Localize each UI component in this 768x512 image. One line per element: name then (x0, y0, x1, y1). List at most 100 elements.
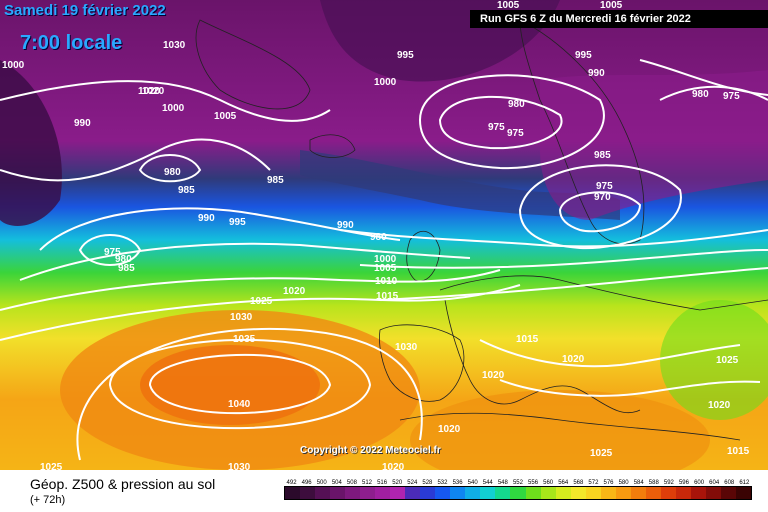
pressure-label: 1020 (482, 370, 505, 381)
legend-tick-label: 556 (528, 480, 539, 486)
pressure-label: 970 (594, 192, 611, 203)
pressure-label: 985 (267, 175, 284, 186)
pressure-label: 1020 (382, 462, 405, 470)
legend-tick-label: 540 (467, 480, 478, 486)
pressure-label: 1000 (2, 60, 25, 71)
legend-tick-label: 608 (724, 480, 735, 486)
legend-tick-label: 512 (362, 480, 373, 486)
legend-tick-label: 528 (422, 480, 433, 486)
pressure-label: 1000 (162, 103, 185, 114)
pressure-label: 1015 (727, 446, 750, 457)
pressure-label: 1020 (708, 400, 731, 411)
isobar (19, 242, 471, 281)
legend-color-cell (300, 487, 316, 499)
legend-tick-label: 508 (346, 480, 357, 486)
legend-color-cell (585, 487, 601, 499)
pressure-label: 1035 (233, 334, 256, 345)
isobar (438, 95, 563, 150)
legend-color-cell (645, 487, 661, 499)
pressure-label: 980 (164, 167, 181, 178)
isobar (339, 229, 768, 248)
legend-color-cell (615, 487, 631, 499)
legend-color-cell (675, 487, 691, 499)
coastline-uk (406, 230, 441, 282)
legend-tick-label: 500 (316, 480, 327, 486)
pressure-label: 985 (594, 150, 611, 161)
legend-color-cell (450, 487, 466, 499)
pressure-label: 975 (723, 91, 740, 102)
isobar (418, 74, 605, 170)
copyright: Copyright © 2022 Meteociel.fr (300, 445, 441, 456)
legend-tick-label: 552 (512, 480, 523, 486)
legend-color-cell (375, 487, 391, 499)
isobar (558, 191, 642, 233)
legend-color-cell (570, 487, 586, 499)
legend-color-cell (705, 487, 721, 499)
pressure-map: 1030 1000 1020 1000 995 995 1005 990 100… (0, 0, 768, 470)
parameter-label: Géop. Z500 & pression au sol (30, 476, 216, 492)
pressure-label: 1020 (562, 354, 585, 365)
isobar (0, 80, 331, 122)
legend-tick-label: 544 (482, 480, 493, 486)
pressure-label: 1025 (716, 355, 739, 366)
pressure-label: 995 (229, 217, 246, 228)
legend-tick-label: 564 (558, 480, 569, 486)
isobar (499, 379, 761, 397)
purple-scandinavia (540, 70, 768, 220)
azores-high-core (140, 345, 320, 425)
legend-color-cell (405, 487, 421, 499)
isobar (0, 138, 271, 182)
legend-color-cell (690, 487, 706, 499)
legend-tick-label: 584 (633, 480, 644, 486)
legend-color-cell (720, 487, 736, 499)
pressure-label: 1025 (250, 296, 273, 307)
pressure-label: 1030 (395, 342, 418, 353)
pressure-label: 1020 (438, 424, 461, 435)
pressure-label: 1000 (374, 254, 397, 265)
coastline-iberia (379, 324, 465, 402)
navy-band (300, 150, 620, 220)
forecast-date: Samedi 19 février 2022 (4, 2, 166, 19)
legend-tick-label: 504 (331, 480, 342, 486)
legend-tick-label: 588 (648, 480, 659, 486)
pressure-label: 1020 (142, 86, 165, 97)
pressure-label: 980 (508, 99, 525, 110)
legend-tick-label: 576 (603, 480, 614, 486)
isobar (659, 85, 768, 101)
pressure-label: 1015 (376, 291, 399, 302)
pressure-label: 1020 (283, 286, 306, 297)
pressure-label: 1030 (163, 40, 186, 51)
coastline-iceland (309, 134, 356, 158)
legend-tick-label: 496 (301, 480, 312, 486)
legend-tick-label: 612 (739, 480, 750, 486)
balkan-green (660, 300, 768, 420)
legend-color-cell (495, 487, 511, 499)
pressure-label: 1015 (516, 334, 539, 345)
isobar (379, 267, 768, 301)
pressure-label: 980 (370, 232, 387, 243)
pressure-label: 1005 (374, 263, 397, 274)
legend-color-cell (315, 487, 331, 499)
isobar (518, 164, 682, 250)
pressure-label: 1030 (228, 462, 251, 470)
pressure-label: 975 (596, 181, 613, 192)
legend-tick-label: 592 (663, 480, 674, 486)
legend-color-cell (435, 487, 451, 499)
legend-tick-label: 536 (452, 480, 463, 486)
legend-color-cell (480, 487, 496, 499)
legend-color-cell (525, 487, 541, 499)
legend-tick-label: 604 (709, 480, 720, 486)
coastline-europe (439, 275, 768, 414)
pressure-label: 990 (74, 118, 91, 129)
pressure-label: 1020 (138, 86, 161, 97)
legend-color-cell (735, 487, 751, 499)
pressure-label: 985 (178, 185, 195, 196)
legend-tick-label: 520 (392, 480, 403, 486)
isobar (479, 339, 741, 368)
pressure-label: 1005 (497, 0, 520, 11)
pressure-label: 990 (337, 220, 354, 231)
legend-tick-label: 596 (678, 480, 689, 486)
legend-color-cell (465, 487, 481, 499)
legend-tick-label: 600 (694, 480, 705, 486)
